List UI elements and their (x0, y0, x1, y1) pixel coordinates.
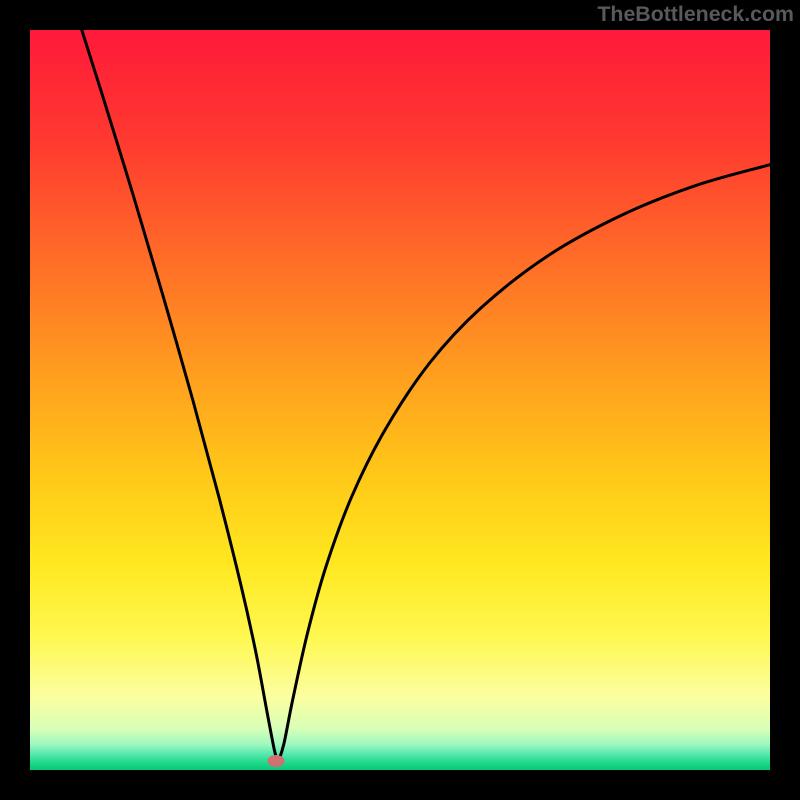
chart-container: TheBottleneck.com (0, 0, 800, 800)
data-point-marker (268, 755, 285, 767)
bottleneck-curve (0, 0, 800, 800)
watermark-text: TheBottleneck.com (597, 2, 794, 27)
